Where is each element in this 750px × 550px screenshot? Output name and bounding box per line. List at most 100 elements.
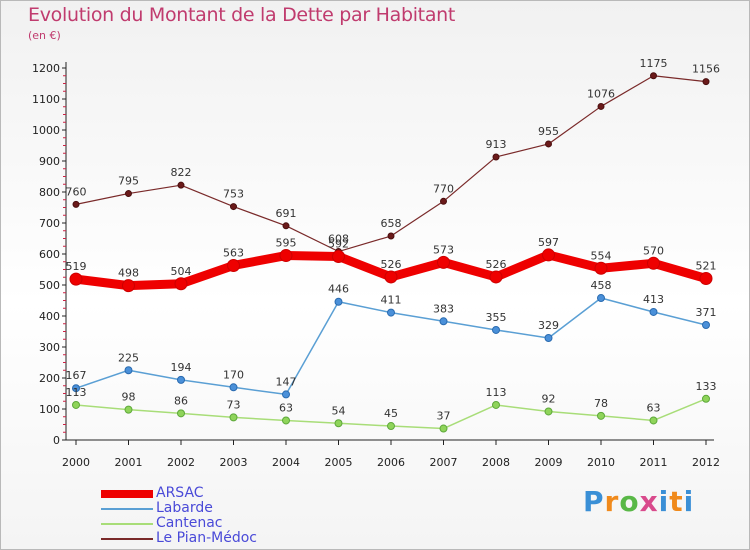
data-label: 147 bbox=[276, 375, 297, 388]
proxiti-logo: Proxiti bbox=[583, 485, 695, 518]
data-point bbox=[282, 222, 290, 230]
data-label: 413 bbox=[643, 293, 664, 306]
x-tick-label: 2010 bbox=[587, 456, 615, 469]
data-label: 329 bbox=[538, 319, 559, 332]
data-label: 570 bbox=[643, 244, 664, 257]
data-point bbox=[492, 400, 500, 409]
data-point bbox=[279, 249, 293, 263]
data-label: 133 bbox=[696, 380, 717, 393]
data-point bbox=[227, 258, 240, 272]
data-label: 658 bbox=[381, 217, 402, 230]
data-label: 526 bbox=[486, 258, 507, 271]
data-label: 597 bbox=[538, 236, 559, 249]
data-label: 194 bbox=[171, 361, 192, 374]
data-point bbox=[229, 413, 238, 422]
data-point bbox=[174, 277, 188, 291]
data-point bbox=[177, 375, 185, 384]
data-label: 446 bbox=[328, 283, 349, 296]
y-tick-label: 1100 bbox=[32, 93, 60, 106]
data-label: 563 bbox=[223, 246, 244, 259]
data-point bbox=[492, 153, 500, 161]
data-point bbox=[649, 307, 658, 316]
data-point bbox=[387, 422, 395, 431]
data-point bbox=[387, 232, 395, 240]
data-label: 526 bbox=[381, 258, 402, 271]
x-tick-label: 2011 bbox=[640, 456, 668, 469]
data-point bbox=[545, 140, 552, 148]
data-point bbox=[594, 261, 608, 275]
data-point bbox=[72, 400, 80, 409]
data-point bbox=[597, 294, 605, 303]
data-label: 770 bbox=[433, 182, 454, 195]
y-tick-label: 400 bbox=[39, 310, 60, 323]
legend-label: Cantenac bbox=[156, 515, 223, 531]
y-tick-label: 0 bbox=[53, 434, 60, 447]
y-tick-label: 800 bbox=[39, 186, 60, 199]
y-tick-label: 500 bbox=[39, 279, 60, 292]
legend-label: ARSAC bbox=[156, 485, 204, 501]
x-tick-label: 2005 bbox=[325, 456, 353, 469]
data-label: 822 bbox=[171, 166, 192, 179]
data-label: 573 bbox=[433, 243, 454, 256]
data-point bbox=[384, 270, 398, 284]
data-point bbox=[702, 394, 710, 403]
chart-unit: (en €) bbox=[28, 29, 61, 42]
legend-label: Le Pian-Médoc bbox=[156, 530, 257, 546]
legend-label: Labarde bbox=[156, 500, 213, 516]
x-tick-label: 2006 bbox=[377, 456, 405, 469]
series-labarde bbox=[72, 294, 710, 399]
y-tick-label: 100 bbox=[39, 403, 60, 416]
data-point bbox=[125, 190, 132, 198]
data-label: 63 bbox=[279, 401, 293, 414]
data-point bbox=[229, 383, 238, 392]
data-point bbox=[439, 424, 448, 433]
legend-swatch bbox=[101, 523, 153, 525]
legend-swatch bbox=[101, 538, 153, 540]
data-label: 795 bbox=[118, 175, 139, 188]
data-label: 37 bbox=[437, 410, 451, 423]
data-point bbox=[597, 102, 605, 110]
data-point bbox=[387, 308, 395, 317]
legend-item: ARSAC bbox=[101, 485, 321, 501]
data-label: 225 bbox=[118, 351, 139, 364]
legend-item: Labarde bbox=[101, 500, 321, 516]
data-point bbox=[230, 203, 237, 211]
data-label: 45 bbox=[384, 407, 398, 420]
data-label: 608 bbox=[328, 233, 349, 246]
data-label: 521 bbox=[696, 259, 717, 272]
data-point bbox=[72, 384, 80, 393]
x-tick-label: 2000 bbox=[62, 456, 90, 469]
x-tick-label: 2008 bbox=[482, 456, 510, 469]
data-point bbox=[702, 320, 710, 329]
y-tick-label: 1000 bbox=[32, 124, 60, 137]
data-label: 78 bbox=[594, 397, 608, 410]
data-label: 92 bbox=[542, 392, 556, 405]
data-point bbox=[124, 366, 133, 375]
data-label: 1175 bbox=[640, 57, 668, 70]
x-tick-label: 2004 bbox=[272, 456, 300, 469]
data-label: 1076 bbox=[587, 87, 615, 100]
data-label: 760 bbox=[66, 185, 87, 198]
data-point bbox=[544, 407, 553, 416]
legend-swatch bbox=[101, 490, 153, 498]
data-label: 458 bbox=[591, 279, 612, 292]
y-tick-label: 900 bbox=[39, 155, 60, 168]
data-point bbox=[699, 271, 713, 285]
data-point bbox=[72, 200, 80, 208]
x-tick-label: 2009 bbox=[535, 456, 563, 469]
data-point bbox=[69, 272, 83, 286]
data-point bbox=[647, 256, 660, 270]
data-point bbox=[492, 325, 500, 334]
y-tick-label: 300 bbox=[39, 341, 60, 354]
data-label: 595 bbox=[276, 237, 297, 250]
data-label: 113 bbox=[66, 386, 87, 399]
data-label: 913 bbox=[486, 138, 507, 151]
data-label: 1156 bbox=[692, 63, 720, 76]
data-label: 86 bbox=[174, 394, 188, 407]
legend-item: Le Pian-Médoc bbox=[101, 530, 321, 546]
data-labels: 760 795 822 753 691 608 658 770 913 955 1076 1175 11… bbox=[66, 57, 721, 423]
data-point bbox=[282, 416, 290, 425]
data-label: 54 bbox=[332, 404, 346, 417]
